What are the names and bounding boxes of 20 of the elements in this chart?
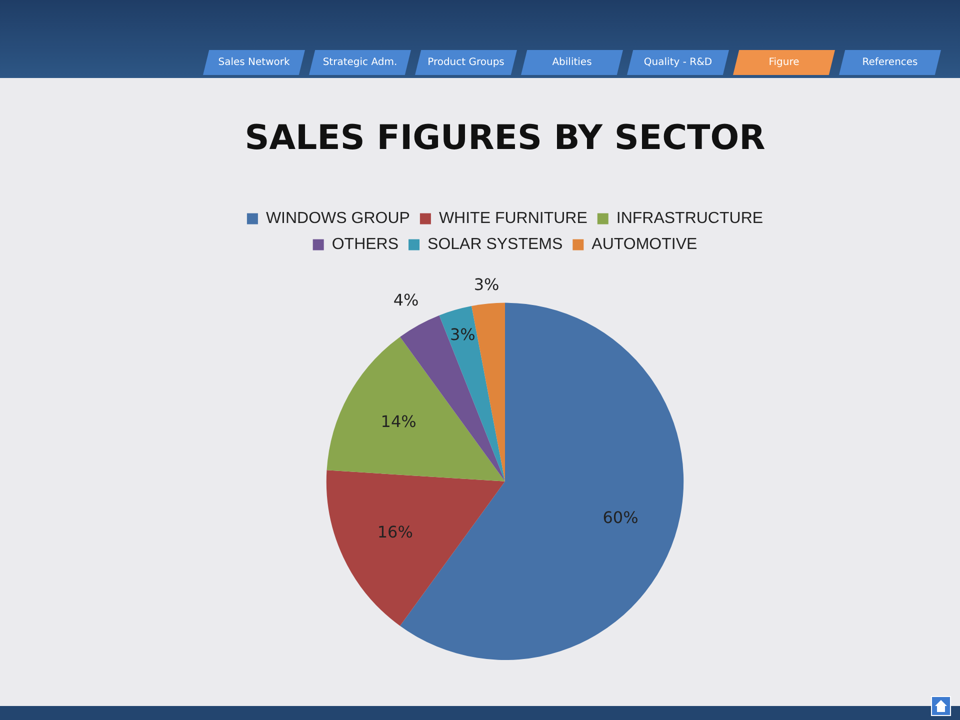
- text: Quality - R&D: [627, 50, 729, 75]
- data-label: 14%: [380, 412, 416, 432]
- text: Abilities: [521, 50, 623, 75]
- legend-label: SOLAR SYSTEMS: [428, 236, 563, 254]
- text: Sales Network: [203, 50, 305, 75]
- text: Product Groups: [415, 50, 517, 75]
- data-label: 3%: [474, 274, 500, 294]
- text: References: [839, 50, 941, 75]
- text: Strategic Adm.: [309, 50, 411, 75]
- data-label: 60%: [602, 508, 638, 528]
- data-label: 3%: [450, 324, 476, 344]
- legend-label: WINDOWS GROUP: [266, 210, 410, 228]
- text: Figure: [733, 50, 835, 75]
- legend-label: INFRASTRUCTURE: [616, 210, 764, 228]
- legend-label: WHITE FURNITURE: [438, 210, 588, 228]
- data-label: 4%: [393, 290, 419, 310]
- chart-title: SALES FIGURES BY SECTOR: [244, 118, 766, 158]
- legend-label: AUTOMOTIVE: [592, 236, 698, 254]
- data-label: 16%: [377, 522, 413, 542]
- legend-label: OTHERS: [332, 236, 399, 254]
